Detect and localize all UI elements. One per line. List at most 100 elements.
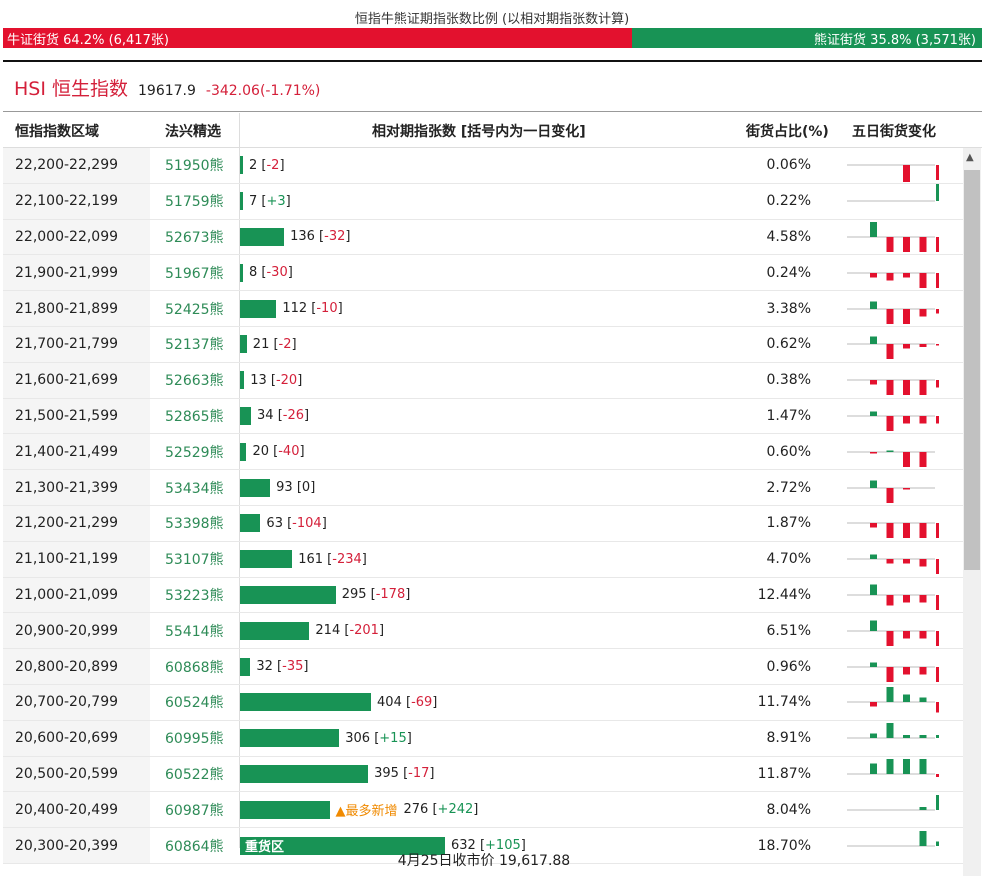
five-day-sparkline <box>843 148 939 183</box>
table-row[interactable]: 21,600-21,699 52663熊 13 [-20] 0.38% <box>3 362 963 399</box>
table-row[interactable]: 22,200-22,299 51950熊 2 [-2] 0.06% <box>3 148 963 184</box>
sparkline-bar <box>903 165 910 183</box>
sparkline-bar <box>919 523 927 539</box>
warrant-code-link[interactable]: 60522熊 <box>165 766 224 783</box>
contracts-value: 136 [-32] <box>290 229 351 245</box>
pct-cell: 12.44% <box>757 586 811 603</box>
table-row[interactable]: 20,400-20,499 60987熊 ▲最多新增 276 [+242] 8.04% <box>3 792 963 829</box>
table-row[interactable]: 20,500-20,599 60522熊 395 [-17] 11.87% <box>3 756 963 793</box>
sparkline-bar <box>870 523 877 528</box>
warrant-code-link[interactable]: 60868熊 <box>165 659 224 676</box>
five-day-sparkline <box>843 578 939 613</box>
warrant-code-link[interactable]: 53434熊 <box>165 480 224 497</box>
sparkline-bar <box>936 184 939 202</box>
contracts-bar <box>240 729 340 748</box>
warrant-code-link[interactable]: 60524熊 <box>165 695 224 712</box>
contracts-bar: 重货区 <box>240 836 445 855</box>
table-row[interactable]: 22,000-22,099 52673熊 136 [-32] 4.58% <box>3 219 963 256</box>
contracts-value: 2 [-2] <box>249 157 285 173</box>
table-row[interactable]: 21,300-21,399 53434熊 93 [0] 2.72% <box>3 470 963 506</box>
table-row[interactable]: 20,600-20,699 60995熊 306 [+15] 8.91% <box>3 720 963 757</box>
table-row[interactable]: 20,800-20,899 60868熊 32 [-35] 0.96% <box>3 649 963 685</box>
table-row[interactable]: 20,700-20,799 60524熊 404 [-69] 11.74% <box>3 684 963 721</box>
five-day-sparkline <box>843 470 939 505</box>
table-body: 22,200-22,299 51950熊 2 [-2] 0.06% 22,100-22,… <box>3 148 963 864</box>
warrant-code-link[interactable]: 52865熊 <box>165 408 224 425</box>
sparkline-bar <box>919 758 927 774</box>
scrollbar-thumb[interactable] <box>964 170 980 570</box>
contracts-bar <box>240 514 261 533</box>
warrant-code-link[interactable]: 60987熊 <box>165 802 224 819</box>
contracts-value: 13 [-20] <box>250 372 303 388</box>
range-cell: 20,300-20,399 <box>3 828 150 863</box>
sparkline-bar <box>870 272 877 278</box>
sparkline-bar <box>886 308 894 324</box>
warrant-code-link[interactable]: 55414熊 <box>165 623 224 640</box>
most-new-tag: ▲最多新增 <box>335 804 398 820</box>
contracts-bar <box>240 227 285 246</box>
table-row[interactable]: 20,300-20,399 60864熊 重货区 632 [+105] 18.70% <box>3 828 963 864</box>
warrant-code-link[interactable]: 52663熊 <box>165 373 224 390</box>
pct-cell: 0.22% <box>766 193 811 210</box>
sparkline-bar <box>936 236 939 252</box>
table-row[interactable]: 21,400-21,499 52529熊 20 [-40] 0.60% <box>3 434 963 471</box>
warrant-code-link[interactable]: 53107熊 <box>165 552 224 569</box>
sparkline-bar <box>903 487 910 490</box>
range-cell: 21,100-21,199 <box>3 541 150 577</box>
five-day-sparkline <box>843 220 939 255</box>
contracts-bar <box>240 442 247 461</box>
warrant-code-link[interactable]: 53398熊 <box>165 516 224 533</box>
table-row[interactable]: 21,000-21,099 53223熊 295 [-178] 12.44% <box>3 577 963 614</box>
warrant-code-link[interactable]: 52425熊 <box>165 301 224 318</box>
contracts-cell: 404 [-69] <box>240 685 760 720</box>
contracts-value: 161 [-234] <box>298 551 367 567</box>
pct-cell: 11.87% <box>757 765 811 782</box>
warrant-code-link[interactable]: 60995熊 <box>165 731 224 748</box>
sparkline-bar <box>903 735 910 739</box>
table-row[interactable]: 22,100-22,199 51759熊 7 [+3] 0.22% <box>3 183 963 220</box>
sparkline-bar <box>870 301 877 309</box>
warrant-code-link[interactable]: 52673熊 <box>165 229 224 246</box>
table-row[interactable]: 20,900-20,999 55414熊 214 [-201] 6.51% <box>3 613 963 650</box>
index-price: 19617.9 <box>138 83 196 99</box>
table-row[interactable]: 21,700-21,799 52137熊 21 [-2] 0.62% <box>3 326 963 363</box>
scroll-up-arrow-icon[interactable]: ▲ <box>966 152 974 163</box>
contracts-cell: 395 [-17] <box>240 757 760 792</box>
contracts-value: 8 [-30] <box>249 265 293 281</box>
five-day-sparkline <box>843 613 939 648</box>
sparkline-bar <box>886 630 894 646</box>
contracts-value: 404 [-69] <box>377 694 438 710</box>
sparkline-bar <box>870 620 877 631</box>
sparkline-bar <box>936 773 939 777</box>
table-row[interactable]: 21,800-21,899 52425熊 112 [-10] 3.38% <box>3 291 963 327</box>
warrant-code-link[interactable]: 51759熊 <box>165 194 224 211</box>
contracts-value: 395 [-17] <box>374 766 435 782</box>
col-code: 法兴精选 <box>165 124 221 140</box>
table-row[interactable]: 21,900-21,999 51967熊 8 [-30] 0.24% <box>3 255 963 292</box>
warrant-code-link[interactable]: 53223熊 <box>165 587 224 604</box>
contracts-value: 214 [-201] <box>315 623 385 639</box>
sparkline-bar <box>886 272 894 281</box>
warrant-code-link[interactable]: 52137熊 <box>165 337 224 354</box>
warrant-code-link[interactable]: 52529熊 <box>165 444 224 461</box>
range-cell: 21,600-21,699 <box>3 362 150 398</box>
contracts-cell: 136 [-32] <box>240 220 760 255</box>
sparkline-bar <box>936 380 939 388</box>
contracts-cell: 161 [-234] <box>240 542 760 577</box>
warrant-code-link[interactable]: 51967熊 <box>165 265 224 282</box>
contracts-bar <box>240 192 243 211</box>
index-name: HSI 恒生指数 <box>14 78 128 100</box>
table-row[interactable]: 21,100-21,199 53107熊 161 [-234] 4.70% <box>3 541 963 578</box>
warrant-code-link[interactable]: 60864熊 <box>165 838 224 855</box>
contracts-bar <box>240 406 252 425</box>
warrant-code-link[interactable]: 51950熊 <box>165 158 224 175</box>
range-cell: 21,900-21,999 <box>3 255 150 291</box>
contracts-cell: 32 [-35] <box>240 649 760 684</box>
contracts-cell: 306 [+15] <box>240 721 760 756</box>
sparkline-bar <box>936 344 939 346</box>
table-row[interactable]: 21,500-21,599 52865熊 34 [-26] 1.47% <box>3 398 963 435</box>
table-row[interactable]: 21,200-21,299 53398熊 63 [-104] 1.87% <box>3 505 963 542</box>
sparkline-bar <box>886 236 894 252</box>
contracts-cell: 34 [-26] <box>240 399 760 434</box>
sparkline-bar <box>936 523 939 539</box>
